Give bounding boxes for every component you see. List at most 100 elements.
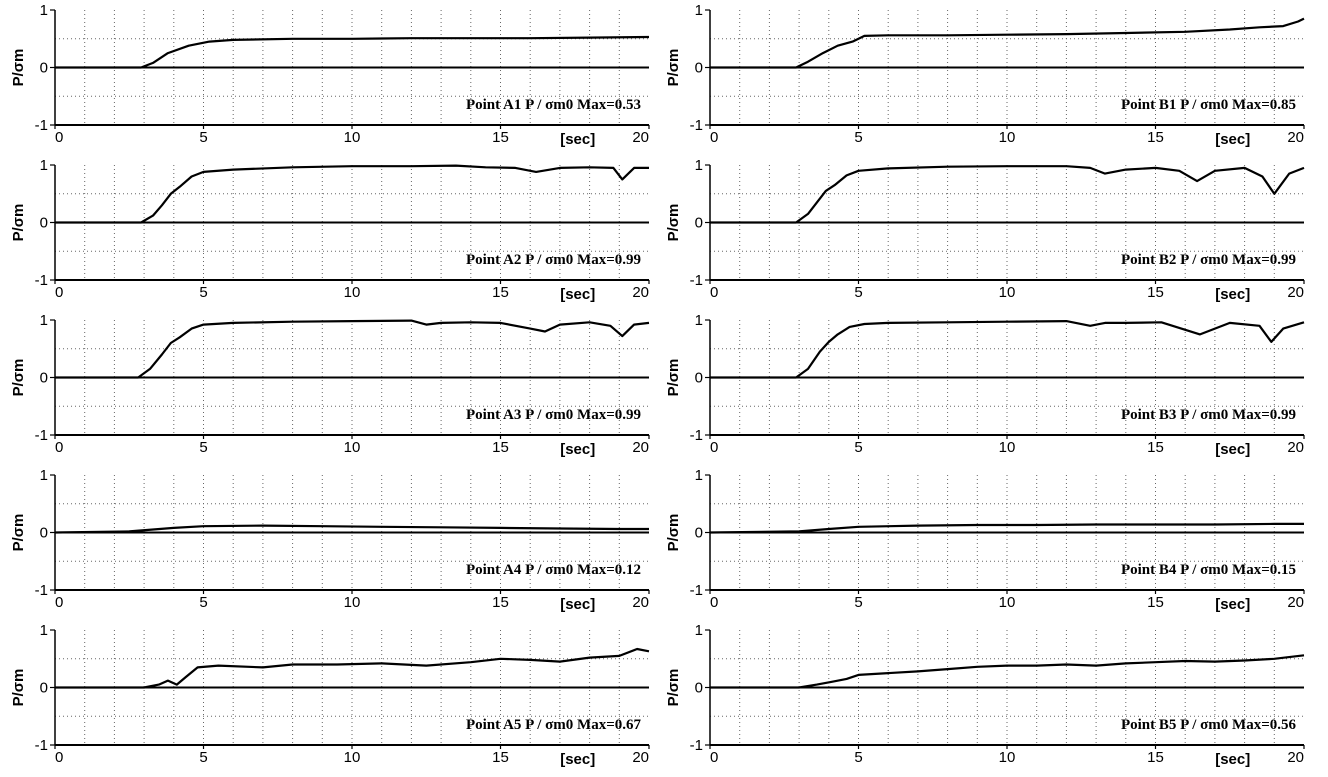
- y-axis-label: P/σm: [665, 359, 682, 397]
- x-tick-label: 20: [1287, 594, 1304, 611]
- x-tick-label: 5: [199, 439, 207, 456]
- x-unit-label: [sec]: [560, 131, 595, 148]
- y-tick-label: 0: [40, 215, 48, 232]
- series-line: [55, 164, 649, 224]
- y-tick-label: 1: [695, 2, 703, 19]
- x-tick-label: 0: [710, 594, 718, 611]
- x-tick-label: 15: [492, 594, 509, 611]
- x-tick-label: 5: [199, 129, 207, 146]
- x-tick-label: 5: [199, 284, 207, 301]
- y-axis-label: P/σm: [10, 514, 27, 552]
- y-tick-label: 0: [40, 60, 48, 77]
- x-tick-label: 5: [854, 594, 862, 611]
- x-tick-label: 20: [632, 439, 649, 456]
- y-axis-label: P/σm: [665, 204, 682, 242]
- y-tick-label: 1: [695, 312, 703, 329]
- y-tick-label: 1: [40, 157, 48, 174]
- y-tick-label: 1: [40, 467, 48, 484]
- x-tick-label: 20: [1287, 129, 1304, 146]
- y-tick-label: -1: [35, 272, 48, 289]
- point-annotation: Point A3 P / σm0 Max=0.99: [466, 407, 641, 423]
- x-tick-label: 0: [55, 749, 63, 766]
- x-tick-label: 0: [710, 129, 718, 146]
- x-unit-label: [sec]: [560, 596, 595, 613]
- series-line: [710, 165, 1305, 224]
- x-tick-label: 10: [344, 749, 361, 766]
- y-axis-label: P/σm: [10, 359, 27, 397]
- y-tick-label: 0: [40, 370, 48, 387]
- y-tick-label: -1: [35, 427, 48, 444]
- y-tick-label: 0: [695, 370, 703, 387]
- y-tick-label: 0: [695, 60, 703, 77]
- x-tick-label: 15: [1147, 284, 1164, 301]
- x-tick-label: 15: [492, 439, 509, 456]
- y-axis-label: P/σm: [665, 49, 682, 87]
- y-axis-label: P/σm: [10, 49, 27, 87]
- x-tick-label: 0: [55, 129, 63, 146]
- x-tick-label: 10: [344, 439, 361, 456]
- x-unit-label: [sec]: [1215, 286, 1250, 303]
- x-tick-label: 15: [492, 129, 509, 146]
- x-tick-label: 10: [344, 284, 361, 301]
- y-tick-label: 1: [40, 622, 48, 639]
- x-tick-label: 5: [199, 749, 207, 766]
- x-tick-label: 0: [55, 439, 63, 456]
- x-tick-label: 10: [999, 129, 1016, 146]
- y-tick-label: -1: [35, 737, 48, 754]
- x-tick-label: 10: [999, 284, 1016, 301]
- series-line: [55, 647, 650, 689]
- y-tick-label: -1: [690, 427, 703, 444]
- point-annotation: Point B2 P / σm0 Max=0.99: [1121, 252, 1296, 268]
- x-tick-label: 20: [632, 749, 649, 766]
- y-tick-label: 0: [695, 215, 703, 232]
- y-tick-label: -1: [690, 737, 703, 754]
- x-tick-label: 15: [492, 284, 509, 301]
- x-tick-label: 20: [1287, 439, 1304, 456]
- x-tick-label: 0: [55, 594, 63, 611]
- y-tick-label: 0: [40, 525, 48, 542]
- y-tick-label: 1: [695, 622, 703, 639]
- x-tick-label: 5: [854, 439, 862, 456]
- point-annotation: Point A5 P / σm0 Max=0.67: [466, 717, 642, 733]
- y-tick-label: 1: [40, 312, 48, 329]
- x-tick-label: 20: [632, 284, 649, 301]
- x-tick-label: 15: [1147, 439, 1164, 456]
- y-tick-label: -1: [690, 272, 703, 289]
- series-line: [710, 17, 1305, 69]
- series-line: [710, 320, 1305, 379]
- x-tick-label: 15: [1147, 749, 1164, 766]
- y-tick-label: 1: [695, 467, 703, 484]
- x-tick-label: 20: [1287, 749, 1304, 766]
- x-tick-label: 10: [999, 594, 1016, 611]
- x-tick-label: 0: [710, 749, 718, 766]
- point-annotation: Point B5 P / σm0 Max=0.56: [1121, 717, 1297, 733]
- point-annotation: Point B1 P / σm0 Max=0.85: [1121, 97, 1296, 113]
- y-axis-label: P/σm: [10, 204, 27, 242]
- x-tick-label: 10: [344, 129, 361, 146]
- y-tick-label: 0: [40, 680, 48, 697]
- x-tick-label: 20: [1287, 284, 1304, 301]
- x-tick-label: 5: [199, 594, 207, 611]
- y-tick-label: 0: [695, 525, 703, 542]
- x-tick-label: 5: [854, 129, 862, 146]
- point-annotation: Point A1 P / σm0 Max=0.53: [466, 97, 641, 113]
- x-tick-label: 10: [999, 439, 1016, 456]
- x-unit-label: [sec]: [1215, 751, 1250, 768]
- y-tick-label: -1: [35, 117, 48, 134]
- series-line: [54, 524, 649, 534]
- x-tick-label: 20: [632, 129, 649, 146]
- series-line: [710, 654, 1305, 689]
- point-annotation: Point B3 P / σm0 Max=0.99: [1121, 407, 1296, 423]
- x-tick-label: 15: [492, 749, 509, 766]
- x-tick-label: 0: [710, 284, 718, 301]
- y-axis-label: P/σm: [665, 669, 682, 707]
